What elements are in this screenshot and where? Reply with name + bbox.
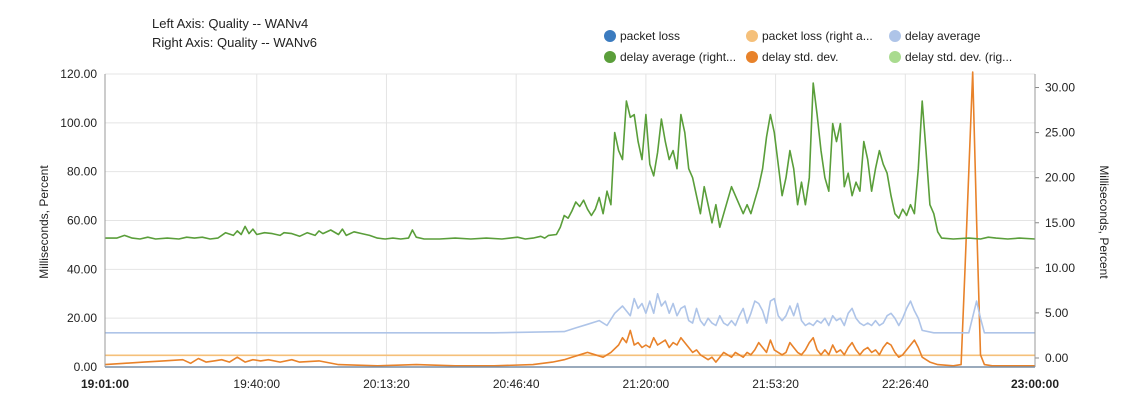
series-line	[104, 71, 1035, 367]
legend-label[interactable]: delay average (right...	[620, 50, 736, 64]
chart-title-right-axis: Right Axis: Quality -- WANv6	[152, 35, 317, 50]
legend-label[interactable]: delay average	[905, 29, 981, 43]
right-tick-label: 5.00	[1045, 306, 1069, 320]
right-axis-label: Milliseconds, Percent	[1097, 165, 1111, 279]
left-tick-label: 100.00	[60, 116, 97, 130]
legend-swatch[interactable]	[604, 51, 616, 63]
series-line	[105, 82, 1036, 240]
legend-label[interactable]: packet loss	[620, 29, 680, 43]
left-tick-label: 120.00	[60, 67, 97, 81]
x-tick-label: 21:20:00	[623, 377, 670, 391]
chart-title-left-axis: Left Axis: Quality -- WANv4	[152, 16, 308, 31]
right-tick-label: 30.00	[1045, 81, 1075, 95]
right-tick-label: 25.00	[1045, 126, 1075, 140]
series-line	[105, 293, 1035, 334]
left-tick-label: 20.00	[67, 311, 97, 325]
x-tick-label: 23:00:00	[1011, 377, 1059, 391]
x-tick-label: 22:26:40	[882, 377, 929, 391]
legend-label[interactable]: packet loss (right a...	[762, 29, 873, 43]
left-tick-label: 0.00	[74, 360, 98, 374]
legend-swatch[interactable]	[746, 51, 758, 63]
series-layer	[104, 71, 1036, 368]
right-tick-label: 10.00	[1045, 261, 1075, 275]
legend-label[interactable]: delay std. dev.	[762, 50, 839, 64]
right-tick-label: 0.00	[1045, 351, 1069, 365]
left-axis-label: Milliseconds, Percent	[37, 165, 51, 279]
x-tick-label: 19:40:00	[233, 377, 280, 391]
x-tick-label: 19:01:00	[81, 377, 129, 391]
legend-label[interactable]: delay std. dev. (rig...	[905, 50, 1012, 64]
legend-swatch[interactable]	[604, 30, 616, 42]
legend-swatch[interactable]	[889, 51, 901, 63]
legend-swatch[interactable]	[746, 30, 758, 42]
x-tick-label: 21:53:20	[752, 377, 799, 391]
grid-lines	[104, 73, 1036, 368]
axes: 0.00 20.00 40.00 60.00 80.00 100.00 120.00 0.00…	[60, 67, 1075, 391]
right-tick-label: 20.00	[1045, 171, 1075, 185]
left-tick-label: 40.00	[67, 262, 97, 276]
left-tick-label: 60.00	[67, 214, 97, 228]
right-tick-label: 15.00	[1045, 216, 1075, 230]
x-tick-label: 20:13:20	[363, 377, 410, 391]
legend-swatch[interactable]	[889, 30, 901, 42]
left-tick-label: 80.00	[67, 165, 97, 179]
legend: packet loss packet loss (right a... delay …	[604, 29, 1012, 64]
x-tick-label: 20:46:40	[493, 377, 540, 391]
